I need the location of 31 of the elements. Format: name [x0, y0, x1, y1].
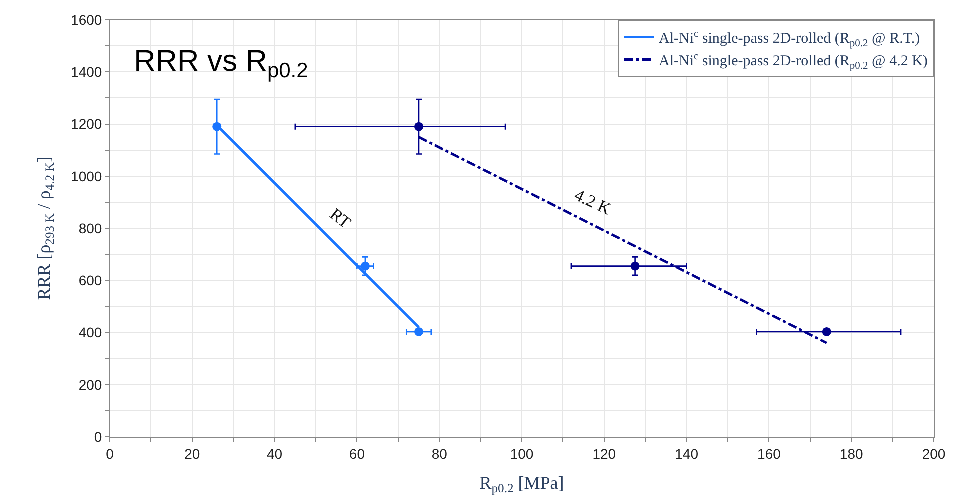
x-tick-label: 120: [592, 446, 616, 462]
x-tick-label: 180: [840, 446, 864, 462]
x-tick-label: 200: [922, 446, 946, 462]
y-tick-label: 1600: [71, 12, 102, 28]
legend-label: Al-Ni$^{c}$ single-pass 2D-rolled (R$_{p0.2}$ @ 4.2 K): [659, 51, 928, 72]
point: [414, 327, 424, 336]
y-tick-label: 400: [78, 324, 102, 341]
annotation: RT: [326, 204, 355, 233]
y-tick-label: 1200: [71, 116, 102, 132]
point: [630, 262, 640, 271]
y-tick-label: 1400: [71, 64, 102, 80]
y-tick-label: 1000: [71, 168, 102, 184]
annotation: 4.2 K: [572, 186, 615, 220]
y-tick-label: 800: [78, 220, 102, 236]
x-tick-label: 100: [510, 446, 534, 462]
x-tick-label: 20: [184, 446, 200, 462]
y-tick-label: 200: [78, 376, 102, 393]
point: [360, 262, 370, 271]
x-tick-label: 140: [675, 446, 699, 462]
x-tick-label: 160: [758, 446, 782, 462]
x-tick-label: 40: [267, 446, 283, 462]
legend-label: Al-Ni$^{c}$ single-pass 2D-rolled (R$_{p0.2}$ @ R.T.): [659, 28, 920, 50]
point: [822, 327, 832, 336]
x-axis-title: R$_{p0.2}$ [MPa]: [480, 472, 564, 496]
x-tick-label: 60: [349, 446, 366, 462]
x-tick-label: 0: [106, 446, 114, 462]
text: RRR vs R$_{p0.2}$: [134, 45, 308, 82]
y-tick-label: 0: [94, 428, 102, 445]
y-tick-label: 600: [78, 272, 102, 289]
x-tick-label: 80: [432, 446, 448, 462]
point: [414, 122, 424, 132]
